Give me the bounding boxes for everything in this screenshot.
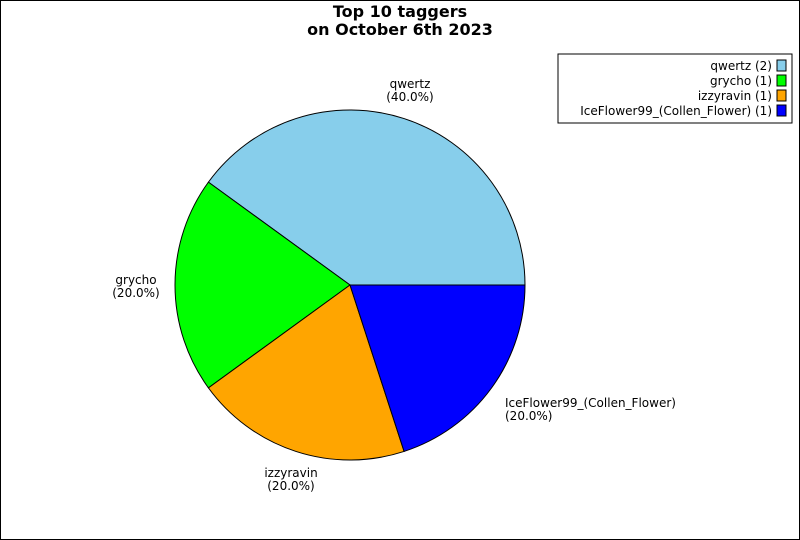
pie-slice-qwertz (207, 109, 526, 286)
chart-title: Top 10 taggers (333, 2, 467, 21)
pie-slices (174, 109, 526, 461)
legend-swatch (776, 74, 787, 87)
slice-label: IceFlower99_(Collen_Flower) (505, 396, 676, 410)
legend-label: grycho (1) (710, 74, 772, 88)
pie-slice-iceflower99-collen-flower (349, 284, 526, 453)
legend-swatch (776, 89, 787, 102)
pie-slice-grycho (174, 181, 351, 389)
legend-label: izzyravin (1) (698, 89, 772, 103)
slice-percent-label: (40.0%) (386, 90, 433, 104)
slice-percent-label: (20.0%) (267, 479, 314, 493)
chart-subtitle: on October 6th 2023 (307, 20, 493, 39)
slice-label: izzyravin (264, 466, 317, 480)
slice-label: qwertz (390, 77, 431, 91)
legend-swatch (776, 59, 787, 72)
slice-percent-label: (20.0%) (112, 286, 159, 300)
pie-slice-labels: qwertz(40.0%)grycho(20.0%)izzyravin(20.0… (112, 77, 676, 493)
legend-box (557, 53, 793, 124)
pie-slice-izzyravin (207, 284, 405, 461)
slice-percent-label: (20.0%) (505, 409, 552, 423)
slice-label: grycho (115, 273, 156, 287)
legend-swatch (776, 104, 787, 117)
legend-label: IceFlower99_(Collen_Flower) (1) (580, 104, 772, 118)
legend-label: qwertz (2) (710, 59, 772, 73)
legend: qwertz (2)grycho (1)izzyravin (1)IceFlow… (557, 53, 793, 124)
